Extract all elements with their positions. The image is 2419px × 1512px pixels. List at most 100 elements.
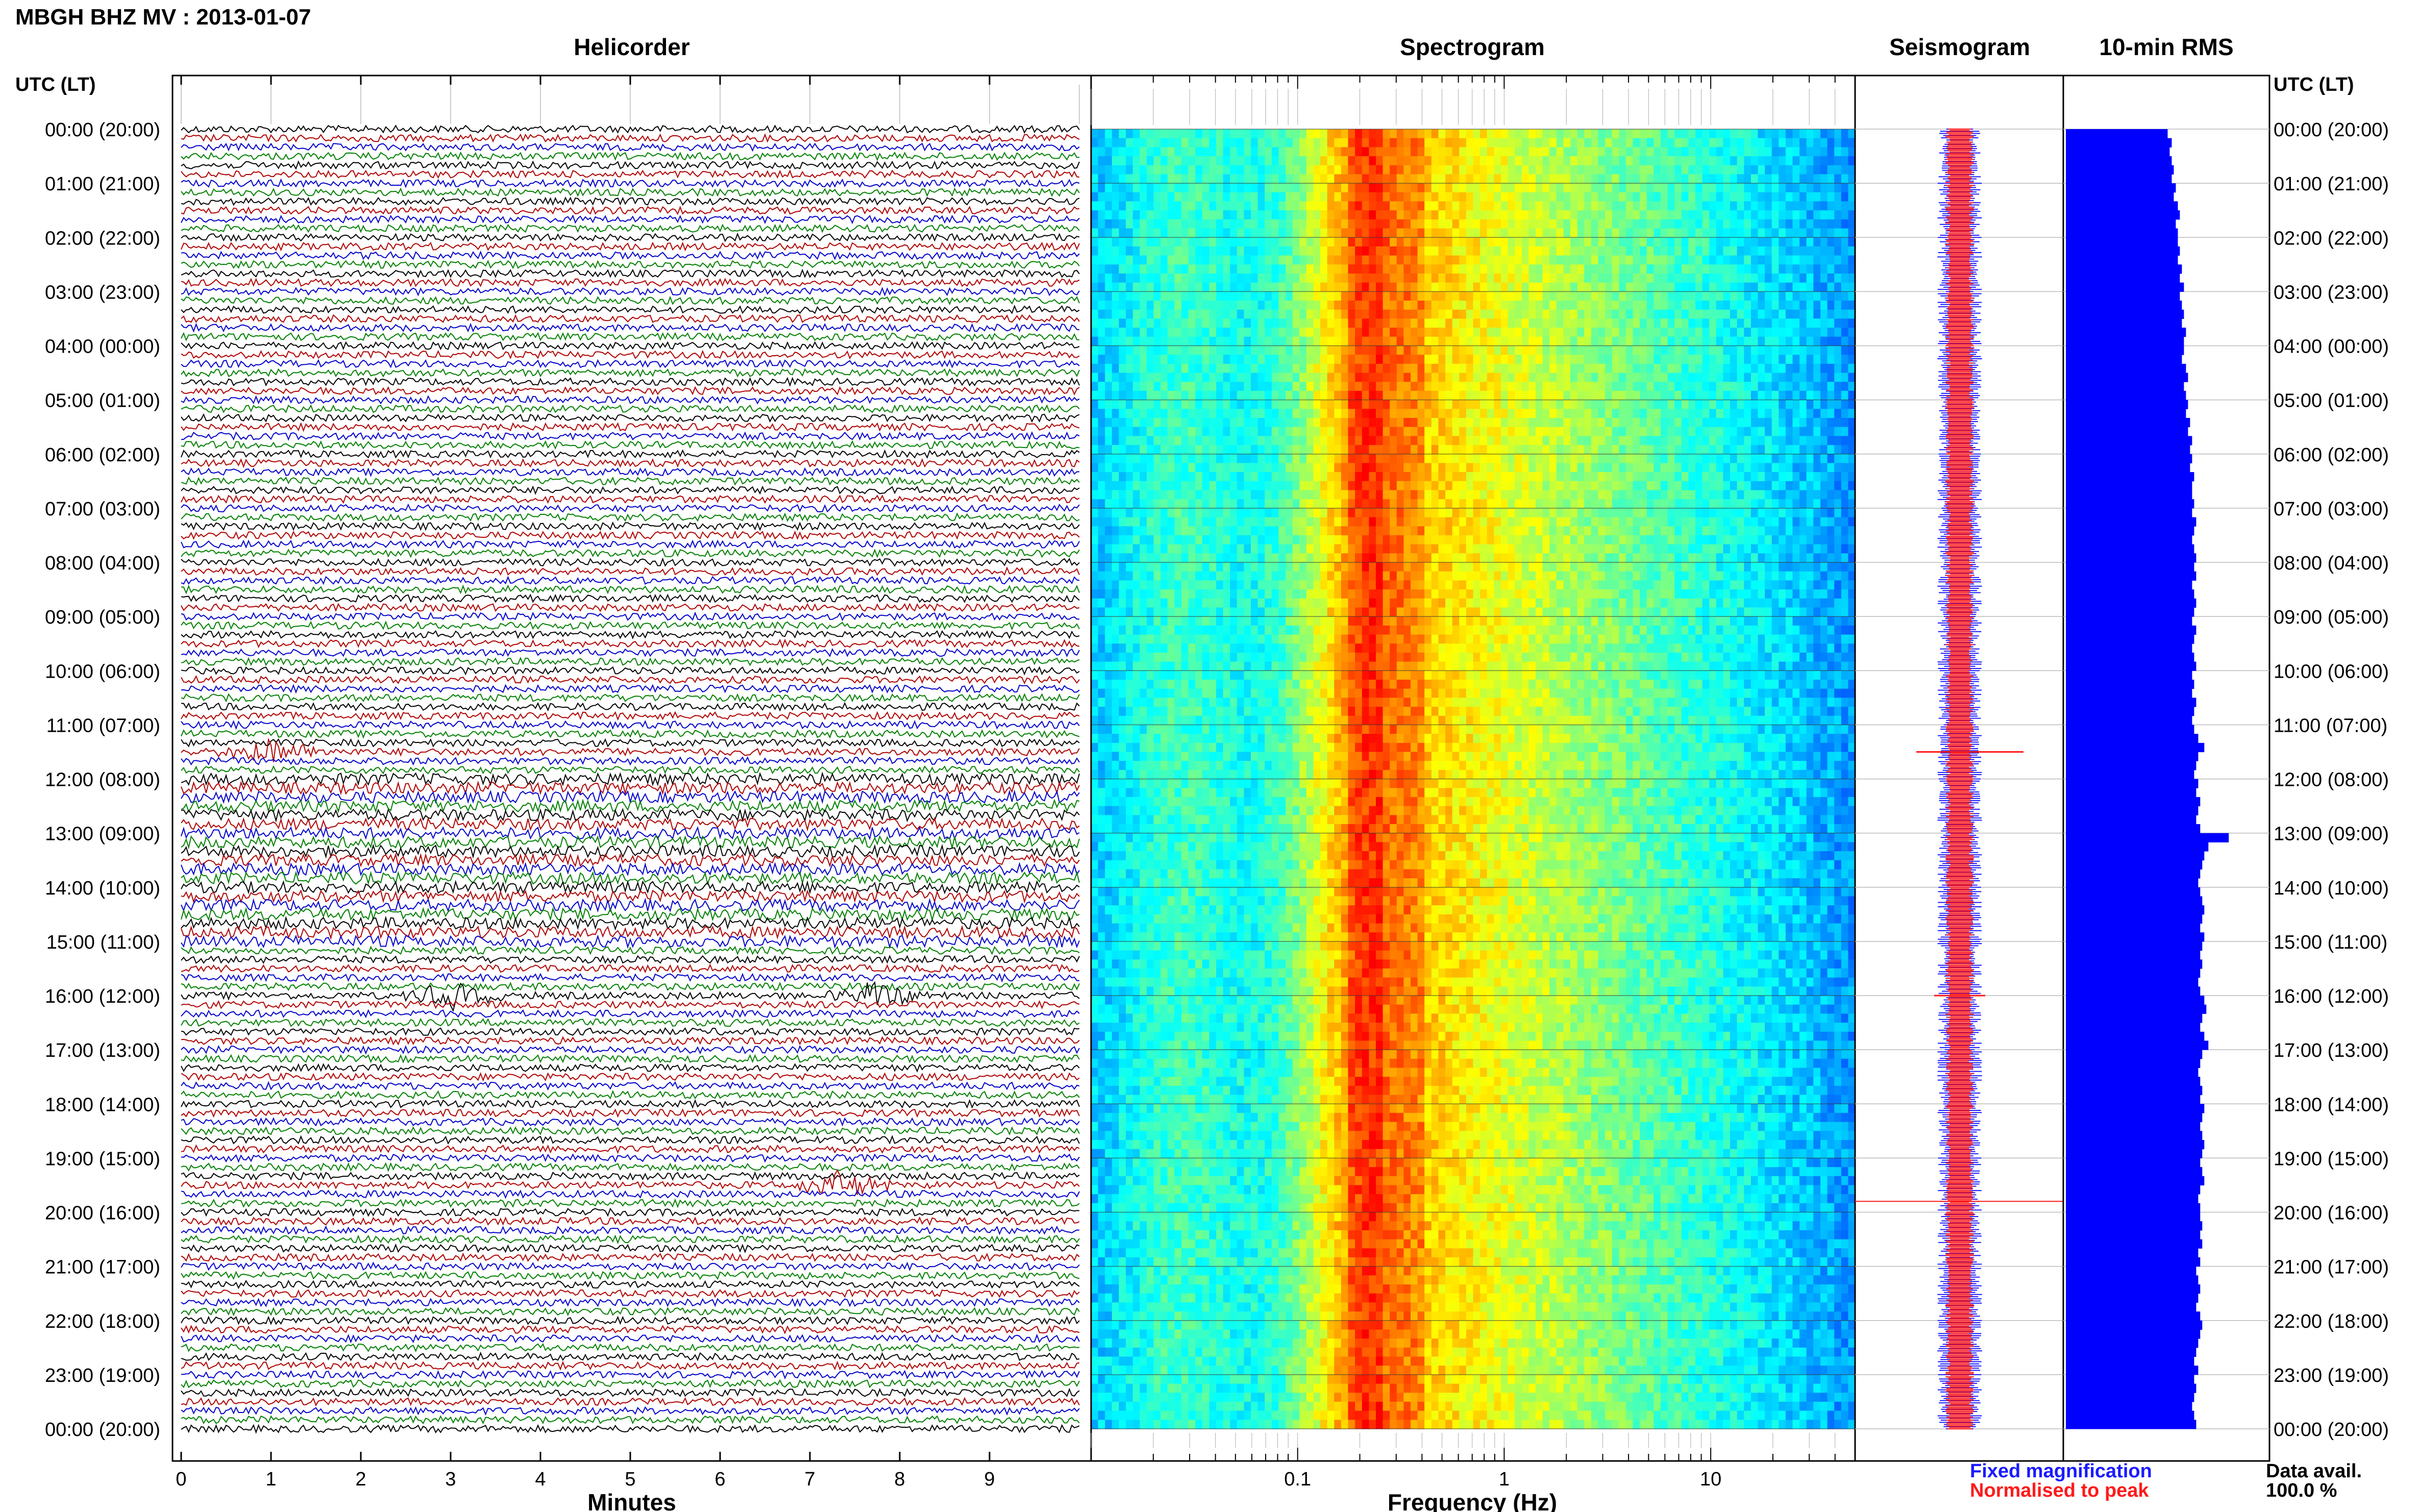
spectrogram-cell [1320, 237, 1328, 247]
spectrogram-cell [1646, 463, 1654, 473]
spectrogram-cell [1813, 201, 1821, 211]
spectrogram-cell [1549, 210, 1557, 220]
spectrogram-cell [1140, 508, 1147, 518]
spectrogram-cell [1327, 156, 1335, 166]
spectrogram-cell [1376, 301, 1384, 310]
spectrogram-cell [1570, 301, 1578, 310]
spectrogram-cell [1341, 228, 1349, 238]
spectrogram-cell [1681, 156, 1689, 166]
spectrogram-cell [1515, 147, 1522, 157]
spectrogram-cell [1174, 345, 1182, 355]
spectrogram-cell [1223, 192, 1230, 202]
spectrogram-cell [1230, 472, 1238, 482]
spectrogram-cell [1709, 472, 1717, 482]
spectrogram-cell [1494, 345, 1501, 355]
spectrogram-cell [1431, 436, 1439, 445]
spectrogram-cell [1674, 390, 1682, 401]
spectrogram-cell [1799, 228, 1807, 238]
spectrogram-cell [1744, 363, 1751, 374]
spectrogram-cell [1216, 210, 1224, 220]
spectrogram-cell [1660, 345, 1668, 355]
spectrogram-cell [1542, 418, 1550, 428]
spectrogram-cell [1820, 138, 1828, 147]
spectrogram-cell [1556, 363, 1564, 374]
spectrogram-cell [1625, 255, 1634, 265]
spectrogram-cell [1105, 147, 1113, 157]
spectrogram-cell [1181, 228, 1189, 238]
helicorder-trace [181, 630, 1080, 639]
spectrogram-cell [1181, 336, 1189, 346]
spectrogram-cell [1383, 390, 1390, 401]
helicorder-trace [181, 1271, 1080, 1280]
spectrogram-cell [1646, 301, 1654, 310]
spectrogram-cell [1271, 382, 1279, 391]
spectrogram-cell [1765, 373, 1772, 382]
spectrogram-cell [1473, 490, 1480, 500]
spectrogram-cell [1542, 355, 1550, 364]
spectrogram-cell [1674, 382, 1682, 391]
spectrogram-cell [1216, 156, 1224, 166]
spectrogram-cell [1834, 309, 1842, 319]
spectrogram-cell [1494, 138, 1501, 147]
helicorder-trace [181, 729, 1080, 739]
spectrogram-cell [1098, 318, 1105, 328]
spectrogram-cell [1765, 345, 1772, 355]
spectrogram-cell [1140, 156, 1147, 166]
spectrogram-cell [1438, 382, 1446, 391]
spectrogram-cell [1376, 418, 1384, 428]
spectrogram-cell [1820, 472, 1828, 482]
spectrogram-cell [1605, 309, 1613, 319]
spectrogram-cell [1119, 436, 1126, 445]
spectrogram-cell [1605, 291, 1613, 301]
spectrogram-cell [1244, 445, 1251, 455]
spectrogram-cell [1646, 129, 1654, 139]
spectrogram-cell [1633, 183, 1640, 193]
spectrogram-cell [1237, 138, 1244, 147]
spectrogram-cell [1612, 363, 1619, 374]
spectrogram-cell [1792, 454, 1800, 464]
spectrogram-cell [1390, 472, 1397, 482]
spectrogram-cell [1286, 129, 1293, 139]
spectrogram-cell [1820, 463, 1828, 473]
spectrogram-cell [1209, 147, 1217, 157]
spectrogram-cell [1431, 328, 1439, 337]
spectrogram-cell [1390, 255, 1397, 265]
spectrogram-cell [1403, 246, 1411, 256]
spectrogram-cell [1549, 282, 1557, 292]
spectrogram-cell [1445, 363, 1453, 374]
spectrogram-cell [1473, 264, 1480, 274]
spectrogram-cell [1827, 147, 1835, 157]
spectrogram-cell [1709, 274, 1717, 283]
spectrogram-cell [1827, 165, 1835, 175]
spectrogram-cell [1695, 454, 1703, 464]
spectrogram-cell [1091, 390, 1099, 401]
spectrogram-cell [1508, 282, 1515, 292]
spectrogram-cell [1536, 246, 1543, 256]
spectrogram-cell [1480, 463, 1488, 473]
spectrogram-cell [1792, 147, 1800, 157]
spectrogram-cell [1536, 382, 1543, 391]
spectrogram-cell [1251, 147, 1258, 157]
spectrogram-cell [1598, 400, 1606, 409]
spectrogram-cell [1369, 463, 1376, 473]
spectrogram-cell [1181, 427, 1189, 436]
spectrogram-cell [1646, 490, 1654, 500]
spectrogram-cell [1660, 309, 1668, 319]
spectrogram-cell [1119, 499, 1126, 509]
spectrogram-cell [1362, 336, 1369, 346]
spectrogram-cell [1494, 147, 1501, 157]
spectrogram-cell [1112, 192, 1119, 202]
spectrogram-cell [1112, 400, 1119, 409]
spectrogram-cell [1209, 138, 1217, 147]
spectrogram-cell [1140, 436, 1147, 445]
spectrogram-cell [1466, 246, 1474, 256]
spectrogram-cell [1153, 355, 1161, 364]
spectrogram-cell [1653, 363, 1661, 374]
spectrogram-cell [1306, 129, 1314, 139]
spectrogram-cell [1153, 192, 1161, 202]
spectrogram-cell [1161, 274, 1168, 283]
spectrogram-cell [1195, 445, 1203, 455]
spectrogram-cell [1515, 274, 1522, 283]
spectrogram-cell [1570, 274, 1578, 283]
spectrogram-cell [1265, 472, 1272, 482]
